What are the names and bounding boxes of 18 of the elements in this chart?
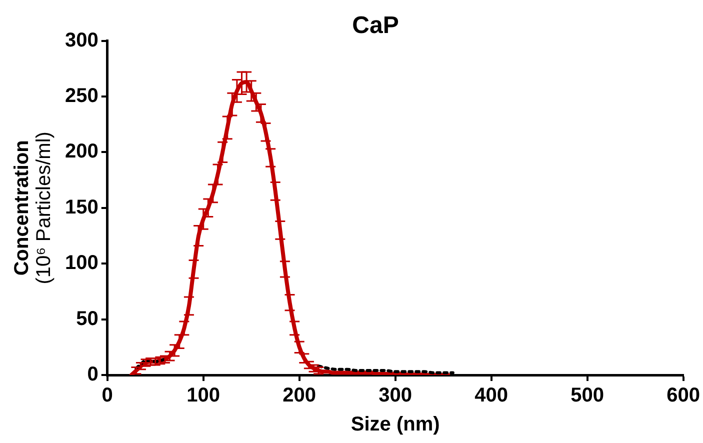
point xyxy=(159,355,171,364)
x-tick-label: 400 xyxy=(474,384,508,407)
y-tick-label: 200 xyxy=(64,140,98,163)
chart-title: CaP xyxy=(352,12,399,40)
x-tick-label: 500 xyxy=(570,384,604,407)
y-tick-label: 250 xyxy=(64,85,98,108)
x-tick-label: 600 xyxy=(666,384,700,407)
x-tick-label: 300 xyxy=(378,384,412,407)
y-tick-label: 150 xyxy=(64,196,98,218)
x-axis-title: Size (nm) xyxy=(350,414,440,436)
y-tick-label: 0 xyxy=(87,364,98,386)
y-tick-label: 50 xyxy=(76,308,98,330)
y-tick-label: 100 xyxy=(64,252,98,274)
y-tick-label: 300 xyxy=(64,29,98,52)
x-tick-label: 100 xyxy=(186,384,220,407)
x-tick-label: 0 xyxy=(102,384,113,407)
y-axis-title: Concentration (10⁶ Particles/ml) xyxy=(11,132,55,284)
x-tick-label: 200 xyxy=(282,384,316,407)
